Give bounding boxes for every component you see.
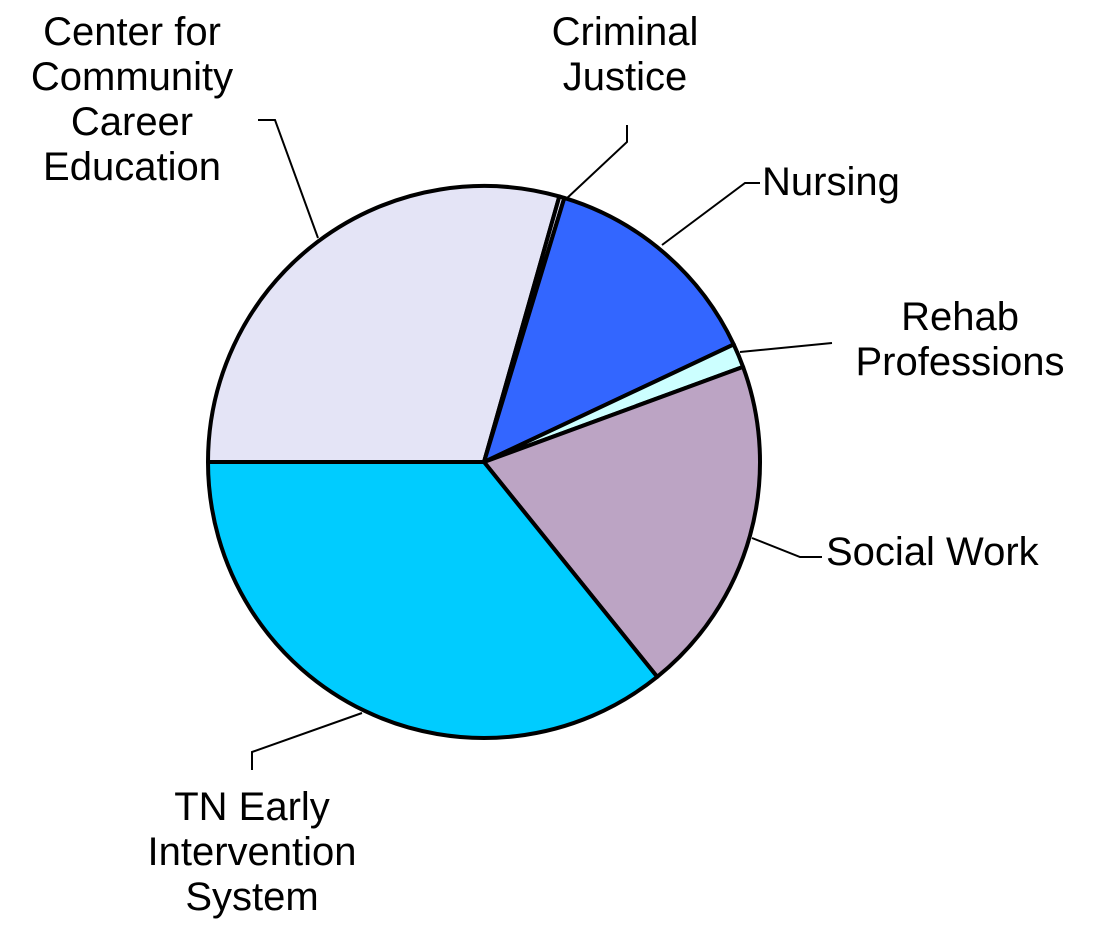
leader-line [258,119,319,239]
pie-slice [482,195,736,464]
slice-label: Social Work [826,530,1039,574]
pie-slice [206,184,562,464]
leader-line [739,342,833,353]
pie-slice [206,460,660,740]
leader-line [564,125,628,201]
slice-label: Criminal Justice [551,10,699,99]
pie-slice [482,364,762,679]
slice-label: TN Early Intervention System [147,785,357,919]
leader-line [251,712,363,770]
leader-line [661,182,760,246]
leader-line [751,537,822,558]
slice-label: Nursing [762,160,900,204]
slice-label: Center for Community Career Education [30,10,234,189]
slice-label: Rehab Professions [855,295,1065,384]
